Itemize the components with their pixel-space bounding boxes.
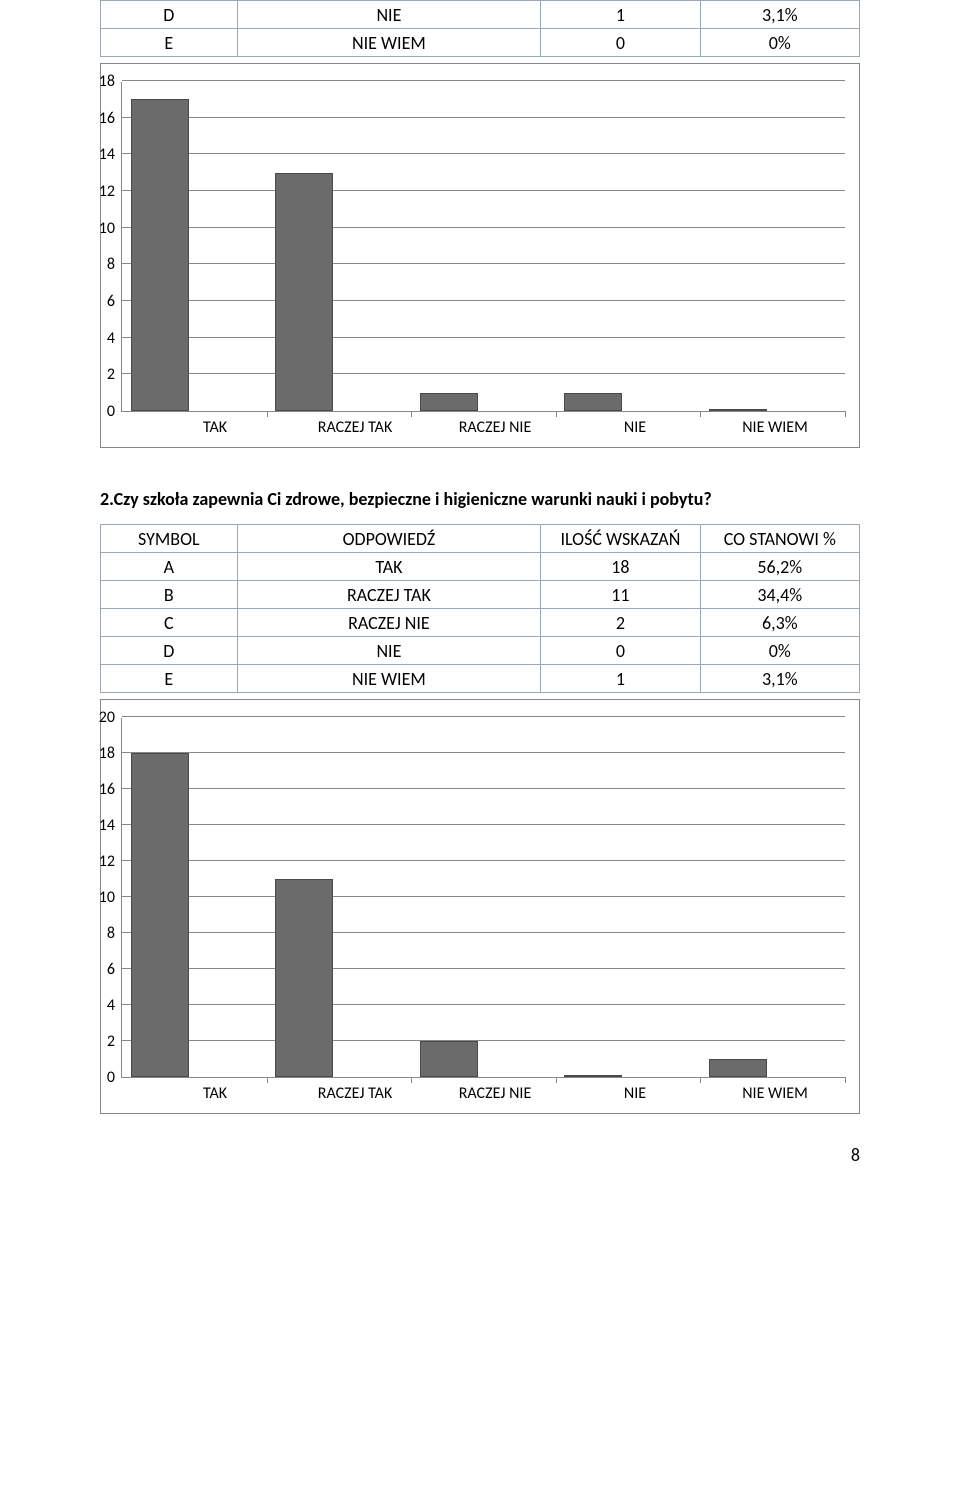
- x-tick-label: RACZEJ NIE: [425, 1084, 565, 1103]
- chart-2: 20181614121086420 TAKRACZEJ TAKRACZEJ NI…: [100, 699, 860, 1114]
- header-cnt: ILOŚĆ WSKAZAŃ: [541, 525, 700, 553]
- table-row: E NIE WIEM 0 0%: [101, 29, 860, 57]
- top-table: D NIE 1 3,1% E NIE WIEM 0 0%: [100, 0, 860, 57]
- gridline: [122, 932, 845, 933]
- table-row: B RACZEJ TAK 11 34,4%: [101, 581, 860, 609]
- bar: [709, 409, 767, 411]
- table-row: A TAK 18 56,2%: [101, 553, 860, 581]
- bar: [131, 99, 189, 411]
- chart1-plot: [121, 82, 845, 412]
- cell-cnt: 0: [541, 29, 700, 57]
- x-tick-mark: [556, 1077, 557, 1083]
- bar: [709, 1059, 767, 1077]
- bar: [420, 1041, 478, 1077]
- table-row: C RACZEJ NIE 2 6,3%: [101, 609, 860, 637]
- x-tick-label: NIE WIEM: [705, 418, 845, 437]
- cell-pct: 0%: [700, 29, 859, 57]
- x-tick-mark: [411, 1077, 412, 1083]
- bar: [131, 753, 189, 1077]
- gridline: [122, 752, 845, 753]
- x-tick-mark: [267, 1077, 268, 1083]
- gridline: [122, 300, 845, 301]
- bar: [564, 393, 622, 411]
- chart-1: 181614121086420 TAKRACZEJ TAKRACZEJ NIEN…: [100, 63, 860, 448]
- x-tick-mark: [845, 1077, 846, 1083]
- gridline: [122, 227, 845, 228]
- gridline: [122, 824, 845, 825]
- table-row: D NIE 0 0%: [101, 637, 860, 665]
- cell-ans: NIE WIEM: [237, 29, 541, 57]
- bar: [564, 1075, 622, 1077]
- bar: [275, 173, 333, 411]
- table-row: D NIE 1 3,1%: [101, 1, 860, 29]
- header-sym: SYMBOL: [101, 525, 238, 553]
- gridline: [122, 190, 845, 191]
- gridline: [122, 860, 845, 861]
- header-pct: CO STANOWI %: [700, 525, 859, 553]
- question-text: 2.Czy szkoła zapewnia Ci zdrowe, bezpiec…: [100, 488, 860, 510]
- main-table: SYMBOL ODPOWIEDŹ ILOŚĆ WSKAZAŃ CO STANOW…: [100, 524, 860, 693]
- cell-cnt: 1: [541, 1, 700, 29]
- cell-ans: NIE: [237, 1, 541, 29]
- gridline: [122, 788, 845, 789]
- x-tick-label: RACZEJ TAK: [285, 1084, 425, 1103]
- gridline: [122, 80, 845, 81]
- gridline: [122, 1040, 845, 1041]
- x-tick-label: NIE: [565, 1084, 705, 1103]
- x-tick-mark: [700, 411, 701, 417]
- header-ans: ODPOWIEDŹ: [237, 525, 541, 553]
- x-tick-mark: [556, 411, 557, 417]
- table-header-row: SYMBOL ODPOWIEDŹ ILOŚĆ WSKAZAŃ CO STANOW…: [101, 525, 860, 553]
- x-tick-label: RACZEJ NIE: [425, 418, 565, 437]
- chart1-x-axis: TAKRACZEJ TAKRACZEJ NIENIENIE WIEM: [115, 418, 845, 437]
- x-tick-mark: [700, 1077, 701, 1083]
- x-tick-label: TAK: [145, 418, 285, 437]
- x-tick-label: RACZEJ TAK: [285, 418, 425, 437]
- chart2-x-axis: TAKRACZEJ TAKRACZEJ NIENIENIE WIEM: [115, 1084, 845, 1103]
- gridline: [122, 117, 845, 118]
- page-number: 8: [100, 1144, 860, 1166]
- x-tick-mark: [411, 411, 412, 417]
- bar: [275, 879, 333, 1077]
- gridline: [122, 373, 845, 374]
- gridline: [122, 716, 845, 717]
- bar: [420, 393, 478, 411]
- x-tick-mark: [845, 411, 846, 417]
- gridline: [122, 337, 845, 338]
- x-tick-label: NIE: [565, 418, 705, 437]
- x-tick-mark: [267, 411, 268, 417]
- gridline: [122, 968, 845, 969]
- x-tick-label: TAK: [145, 1084, 285, 1103]
- cell-pct: 3,1%: [700, 1, 859, 29]
- x-tick-label: NIE WIEM: [705, 1084, 845, 1103]
- gridline: [122, 896, 845, 897]
- chart2-plot: [121, 718, 845, 1078]
- gridline: [122, 1004, 845, 1005]
- table-row: E NIE WIEM 1 3,1%: [101, 665, 860, 693]
- cell-sym: D: [101, 1, 238, 29]
- cell-sym: E: [101, 29, 238, 57]
- gridline: [122, 263, 845, 264]
- gridline: [122, 153, 845, 154]
